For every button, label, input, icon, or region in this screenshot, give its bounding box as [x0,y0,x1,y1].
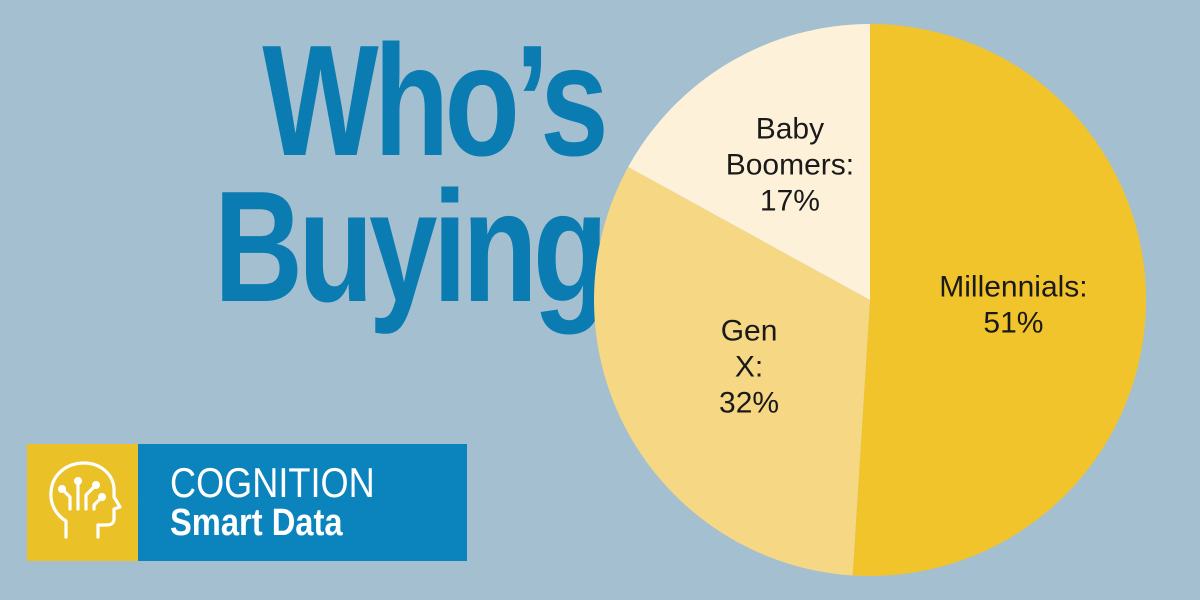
head-circuit-icon [44,457,122,548]
logo-icon-box [27,444,138,561]
pie-slice-2 [628,24,870,300]
slice-label-0: Millennials: 51% [939,271,1087,340]
slice-label-2: Baby Boomers: 17% [726,113,854,218]
pie-slice-0 [852,24,1146,576]
headline-line-1: Who’s [262,13,608,189]
brand-name: COGNITION [170,458,375,506]
brand-tagline: Smart Data [170,501,343,544]
logo-text-panel: COGNITION Smart Data [138,444,467,561]
pie-slice-1 [593,167,870,576]
slice-label-1: Gen X: 32% [719,314,779,419]
cognition-logo: COGNITION Smart Data [27,444,467,561]
